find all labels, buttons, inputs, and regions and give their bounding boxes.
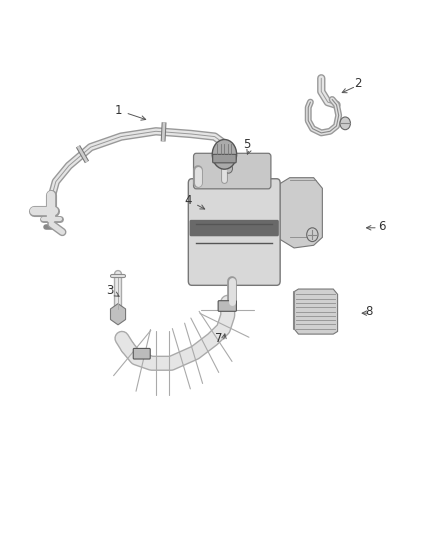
Circle shape [340, 117, 350, 130]
Circle shape [307, 228, 318, 241]
Circle shape [212, 140, 237, 169]
Text: 2: 2 [354, 77, 362, 90]
Text: 7: 7 [215, 332, 223, 344]
FancyBboxPatch shape [218, 301, 237, 311]
Text: 5: 5 [244, 138, 251, 151]
Text: 4: 4 [185, 193, 192, 207]
Text: 6: 6 [378, 220, 386, 233]
FancyBboxPatch shape [188, 179, 280, 285]
FancyBboxPatch shape [213, 155, 236, 163]
Text: 8: 8 [365, 305, 373, 318]
Polygon shape [110, 304, 126, 325]
FancyBboxPatch shape [194, 154, 271, 189]
Polygon shape [272, 177, 322, 248]
FancyBboxPatch shape [190, 220, 279, 236]
Circle shape [225, 164, 233, 173]
Text: 1: 1 [115, 103, 123, 117]
FancyBboxPatch shape [133, 349, 150, 359]
Polygon shape [294, 289, 338, 334]
Text: 3: 3 [106, 284, 114, 297]
